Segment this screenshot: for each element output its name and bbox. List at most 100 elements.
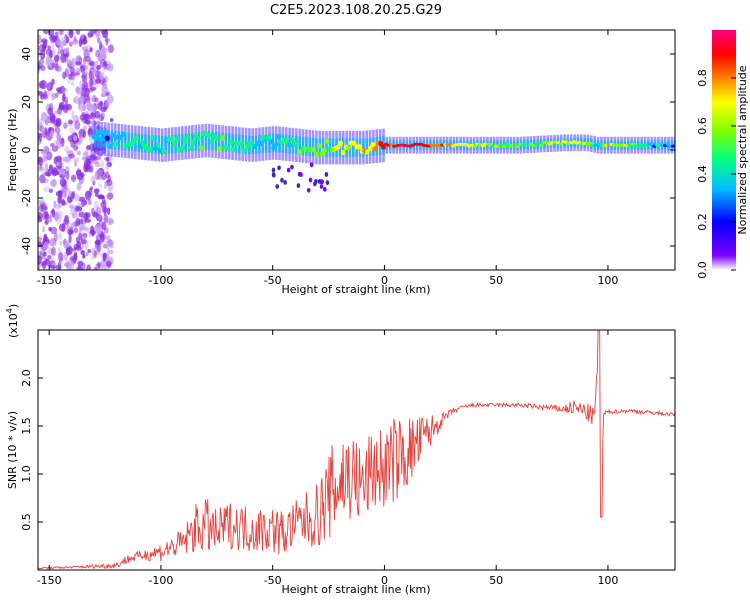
spectrogram-noise-blob [39, 174, 46, 184]
spectrogram-noise-blob [78, 218, 84, 225]
spectrogram-noise-blob [95, 214, 103, 222]
spectrogram-noise-blob [73, 227, 79, 234]
snr-x-tick-label: -100 [148, 574, 173, 587]
spectrogram-noise-blob [46, 115, 52, 122]
spectrogram-x-axis-title: Height of straight line (km) [281, 283, 430, 296]
spectrogram-noise-blob [64, 214, 69, 222]
spectrogram-noise-blob [106, 161, 113, 168]
spectrogram-ridge-point [346, 145, 352, 151]
spectrogram-noise-blob [75, 55, 83, 65]
spectrogram-noise-blob [38, 255, 42, 265]
spectrogram-noise-blob [99, 71, 105, 79]
spectrogram-noise-blob [71, 110, 75, 119]
spectrogram-ridge-point [504, 142, 510, 146]
spectrogram-band-core [177, 134, 181, 153]
spectrogram-noise-blob [90, 175, 96, 183]
spectrogram-ridge-point [150, 134, 156, 141]
spectrogram-noise-blob [50, 40, 55, 49]
spectrogram-noise-blob [70, 71, 78, 77]
spectrogram-noise-blob [91, 94, 97, 103]
spectrogram-noise-blob [102, 252, 107, 258]
spectrogram-noise-blob [69, 127, 75, 135]
spectrogram-noise-blob [51, 145, 59, 152]
spectrogram-noise-blob [99, 100, 103, 107]
spectrogram-noise-blob [97, 174, 102, 180]
spectrogram-ridge-point [265, 135, 271, 141]
spectrogram-noise-blob [45, 59, 52, 67]
spectrogram-noise-blob [50, 180, 55, 187]
spectrogram-ridge-point [351, 140, 357, 146]
spectrogram-noise-blob [90, 73, 95, 80]
spectrogram-ridge-point [112, 141, 118, 147]
spectrogram-noise-blob [79, 247, 83, 256]
spectrogram-noise-blob [53, 212, 60, 221]
spectrogram-noise-blob [93, 188, 100, 194]
spectrogram-noise-blob [59, 137, 65, 144]
spectrogram-noise-blob [50, 209, 55, 215]
spectrogram-noise-blob [82, 233, 87, 241]
snr-scale-exponent: 4 [5, 308, 14, 313]
spectrogram-noise-blob [94, 110, 101, 119]
spectrogram-ridge-point [217, 146, 223, 152]
spectrogram-branch-point [283, 179, 287, 185]
spectrogram-branch-point [271, 167, 276, 173]
spectrogram-ridge-point [502, 144, 507, 148]
spectrogram-noise-blob [64, 68, 70, 78]
spectrogram-noise-blob [68, 41, 73, 48]
spectrogram-ridge-point [198, 145, 204, 151]
spectrogram-noise-blob [94, 162, 101, 168]
spectrogram-noise-blob [73, 36, 77, 42]
colorbar-tick-label: 0.6 [696, 117, 709, 135]
snr-y-tick-label: 0.5 [20, 513, 33, 531]
spectrogram-band-core [207, 131, 211, 150]
spectrogram-noise-blob [72, 212, 78, 219]
spectrogram-noise-blob [96, 64, 101, 71]
spectrogram-noise-blob [68, 30, 74, 39]
spectrogram-noise-blob [44, 171, 51, 177]
spectrogram-noise-blob [47, 254, 52, 260]
figure-title: C2E5.2023.108.20.25.G29 [270, 3, 442, 18]
spectrogram-x-tick-label: -100 [148, 274, 173, 287]
spectrogram-noise-blob [84, 81, 89, 92]
spectrogram-ridge-point [94, 135, 99, 141]
spectrogram-noise-blob [47, 82, 52, 90]
spectrogram-noise-blob [64, 96, 69, 107]
spectrogram-noise-blob [51, 62, 55, 69]
colorbar: 0.0 0.2 0.4 0.6 0.8 Normalized spectral ampl… [696, 30, 749, 279]
spectrogram-noise-blob [59, 49, 65, 55]
spectrogram-noise-blob [84, 190, 92, 201]
colorbar-tick-label: 0.2 [696, 213, 709, 231]
spectrogram-noise-blob [63, 188, 71, 193]
spectrogram-band-core [204, 131, 208, 150]
spectrogram-noise-blob [77, 264, 82, 270]
spectrogram-noise-blob [54, 60, 59, 68]
spectrogram-noise-blob [42, 251, 47, 257]
spectrogram-x-tick-label: 50 [489, 274, 503, 287]
spectrogram-noise-blob [74, 246, 82, 251]
spectrogram-noise-blob [107, 187, 113, 193]
spectrogram-noise-blob [98, 51, 103, 60]
spectrogram-ridge-point [357, 144, 362, 150]
spectrogram-noise-blob [38, 43, 45, 53]
spectrogram-noise-blob [102, 106, 107, 112]
snr-x-tick-label: 50 [489, 574, 503, 587]
spectrogram-ridge-point [214, 135, 220, 142]
spectrogram-noise-blob [71, 57, 76, 68]
spectrogram-noise-blob [39, 235, 43, 240]
spectrogram-noise-blob [43, 233, 48, 243]
spectrogram-noise-blob [64, 145, 69, 153]
spectrogram-noise-blob [56, 132, 62, 141]
spectrogram-noise-blob [61, 223, 66, 233]
spectrogram-noise-blob [51, 246, 56, 256]
spectrogram-noise-blob [56, 51, 60, 60]
spectrogram-noise-blob [41, 126, 46, 134]
spectrogram-ridge-point [206, 132, 212, 139]
spectrogram-noise-blob [90, 116, 97, 122]
spectrogram-noise-blob [58, 233, 63, 240]
spectrogram-ridge-point [340, 149, 346, 156]
spectrogram-band-core [120, 131, 124, 151]
spectrogram-ridge-point [649, 142, 654, 146]
spectrogram-noise-blob [87, 249, 92, 254]
spectrogram-noise-blob [70, 75, 76, 82]
